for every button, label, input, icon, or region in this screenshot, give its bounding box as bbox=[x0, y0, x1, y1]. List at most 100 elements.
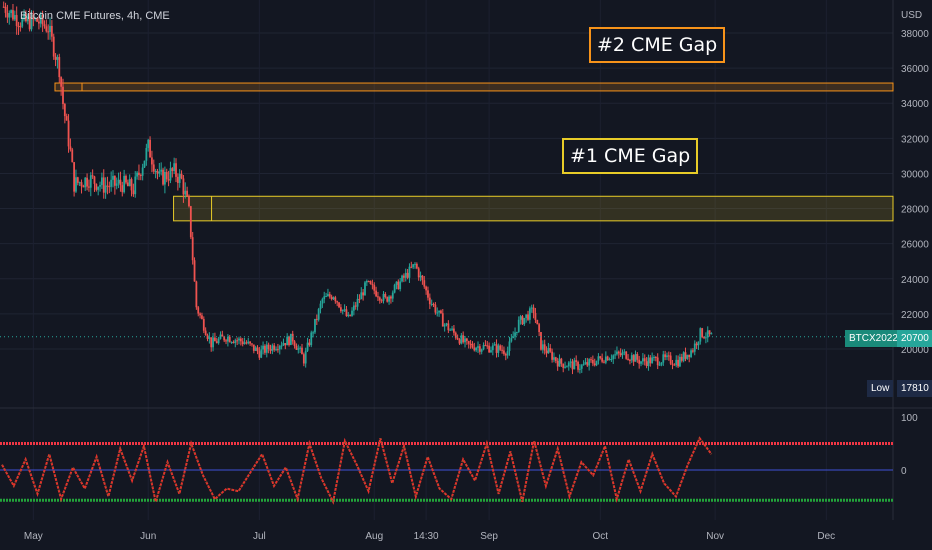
candle-body bbox=[410, 266, 413, 268]
candle-body bbox=[682, 352, 685, 361]
candle-body bbox=[106, 185, 109, 187]
candle-body bbox=[630, 355, 633, 361]
candle-body bbox=[399, 281, 402, 290]
candle-body bbox=[358, 298, 361, 300]
candle-body bbox=[117, 179, 120, 184]
candle-body bbox=[649, 357, 652, 364]
osc-tick-label: 100 bbox=[901, 413, 918, 424]
candle-body bbox=[699, 328, 702, 342]
candle-body bbox=[121, 185, 124, 193]
candle-body bbox=[34, 18, 37, 20]
candle-body bbox=[503, 350, 505, 354]
candle-body bbox=[173, 163, 176, 172]
cme-gap-box bbox=[173, 195, 894, 222]
candle-body bbox=[286, 336, 289, 346]
candle-body bbox=[349, 314, 352, 316]
candle-body bbox=[264, 345, 266, 353]
candle-body bbox=[271, 345, 274, 351]
candle-body bbox=[82, 186, 85, 188]
candle-body bbox=[201, 315, 203, 319]
candle-body bbox=[191, 237, 194, 261]
candle-body bbox=[527, 314, 529, 320]
candle-body bbox=[30, 14, 33, 30]
candle-body bbox=[477, 346, 479, 348]
candle-body bbox=[467, 341, 470, 344]
candle-body bbox=[217, 338, 220, 344]
candle-body bbox=[352, 305, 355, 311]
candle-body bbox=[519, 316, 522, 320]
candle-body bbox=[373, 285, 376, 291]
candle-body bbox=[297, 348, 300, 350]
candle-body bbox=[706, 330, 709, 338]
candle-body bbox=[521, 316, 524, 325]
candle-body bbox=[156, 171, 159, 174]
candle-body bbox=[499, 345, 502, 350]
candle-body bbox=[453, 328, 455, 333]
x-tick-label: 14:30 bbox=[414, 531, 439, 542]
candle-body bbox=[569, 361, 572, 363]
candle-body bbox=[65, 116, 68, 121]
candle-body bbox=[629, 359, 631, 361]
candle-body bbox=[619, 353, 622, 356]
candle-body bbox=[47, 31, 50, 33]
candle-body bbox=[176, 176, 179, 183]
candle-body bbox=[315, 318, 318, 320]
candle-body bbox=[697, 341, 700, 346]
candle-body bbox=[564, 366, 566, 368]
candle-body bbox=[301, 347, 303, 355]
candle-body bbox=[447, 323, 450, 331]
candle-body bbox=[214, 337, 216, 342]
x-tick-label: Aug bbox=[365, 531, 383, 542]
candle-body bbox=[703, 337, 705, 339]
candle-body bbox=[588, 359, 591, 366]
candle-body bbox=[482, 345, 485, 350]
y-tick-label: 24000 bbox=[901, 275, 929, 286]
candle-body bbox=[336, 301, 339, 303]
candle-body bbox=[178, 173, 181, 183]
candle-body bbox=[56, 57, 59, 60]
candle-body bbox=[175, 163, 177, 177]
candle-body bbox=[12, 10, 14, 20]
candle-body bbox=[180, 173, 183, 179]
candle-body bbox=[306, 342, 309, 351]
candle-body bbox=[554, 357, 557, 361]
y-tick-label: 38000 bbox=[901, 29, 929, 40]
candle-body bbox=[182, 178, 185, 195]
candle-body bbox=[493, 344, 496, 346]
y-tick-label: 22000 bbox=[901, 310, 929, 321]
candle-body bbox=[197, 307, 200, 314]
last-price-tag: 20700 bbox=[897, 330, 932, 347]
candle-body bbox=[684, 352, 687, 359]
candle-body bbox=[658, 364, 661, 366]
candle-body bbox=[215, 341, 218, 344]
candle-body bbox=[627, 358, 629, 360]
candle-body bbox=[256, 347, 259, 352]
candle-body bbox=[478, 346, 481, 352]
candle-body bbox=[143, 160, 146, 168]
candle-body bbox=[327, 294, 329, 297]
candle-body bbox=[610, 359, 613, 361]
candle-body bbox=[523, 317, 526, 325]
candle-body bbox=[110, 179, 113, 187]
candle-body bbox=[273, 345, 276, 350]
candle-body bbox=[362, 292, 365, 296]
candle-body bbox=[612, 355, 615, 360]
candle-body bbox=[525, 314, 528, 318]
candle-body bbox=[641, 358, 644, 362]
candle-body bbox=[688, 354, 691, 358]
candle-body bbox=[254, 347, 257, 351]
candle-body bbox=[291, 333, 294, 342]
candle-body bbox=[516, 331, 518, 333]
candle-body bbox=[543, 344, 546, 351]
candle-body bbox=[58, 57, 61, 78]
candle-body bbox=[160, 169, 163, 172]
candle-body bbox=[643, 358, 646, 362]
candle-body bbox=[680, 356, 683, 361]
candle-body bbox=[584, 362, 587, 365]
candle-body bbox=[677, 359, 679, 367]
candle-body bbox=[236, 340, 239, 342]
candle-body bbox=[380, 300, 383, 302]
currency-label: USD bbox=[901, 10, 922, 21]
candle-body bbox=[434, 304, 437, 313]
